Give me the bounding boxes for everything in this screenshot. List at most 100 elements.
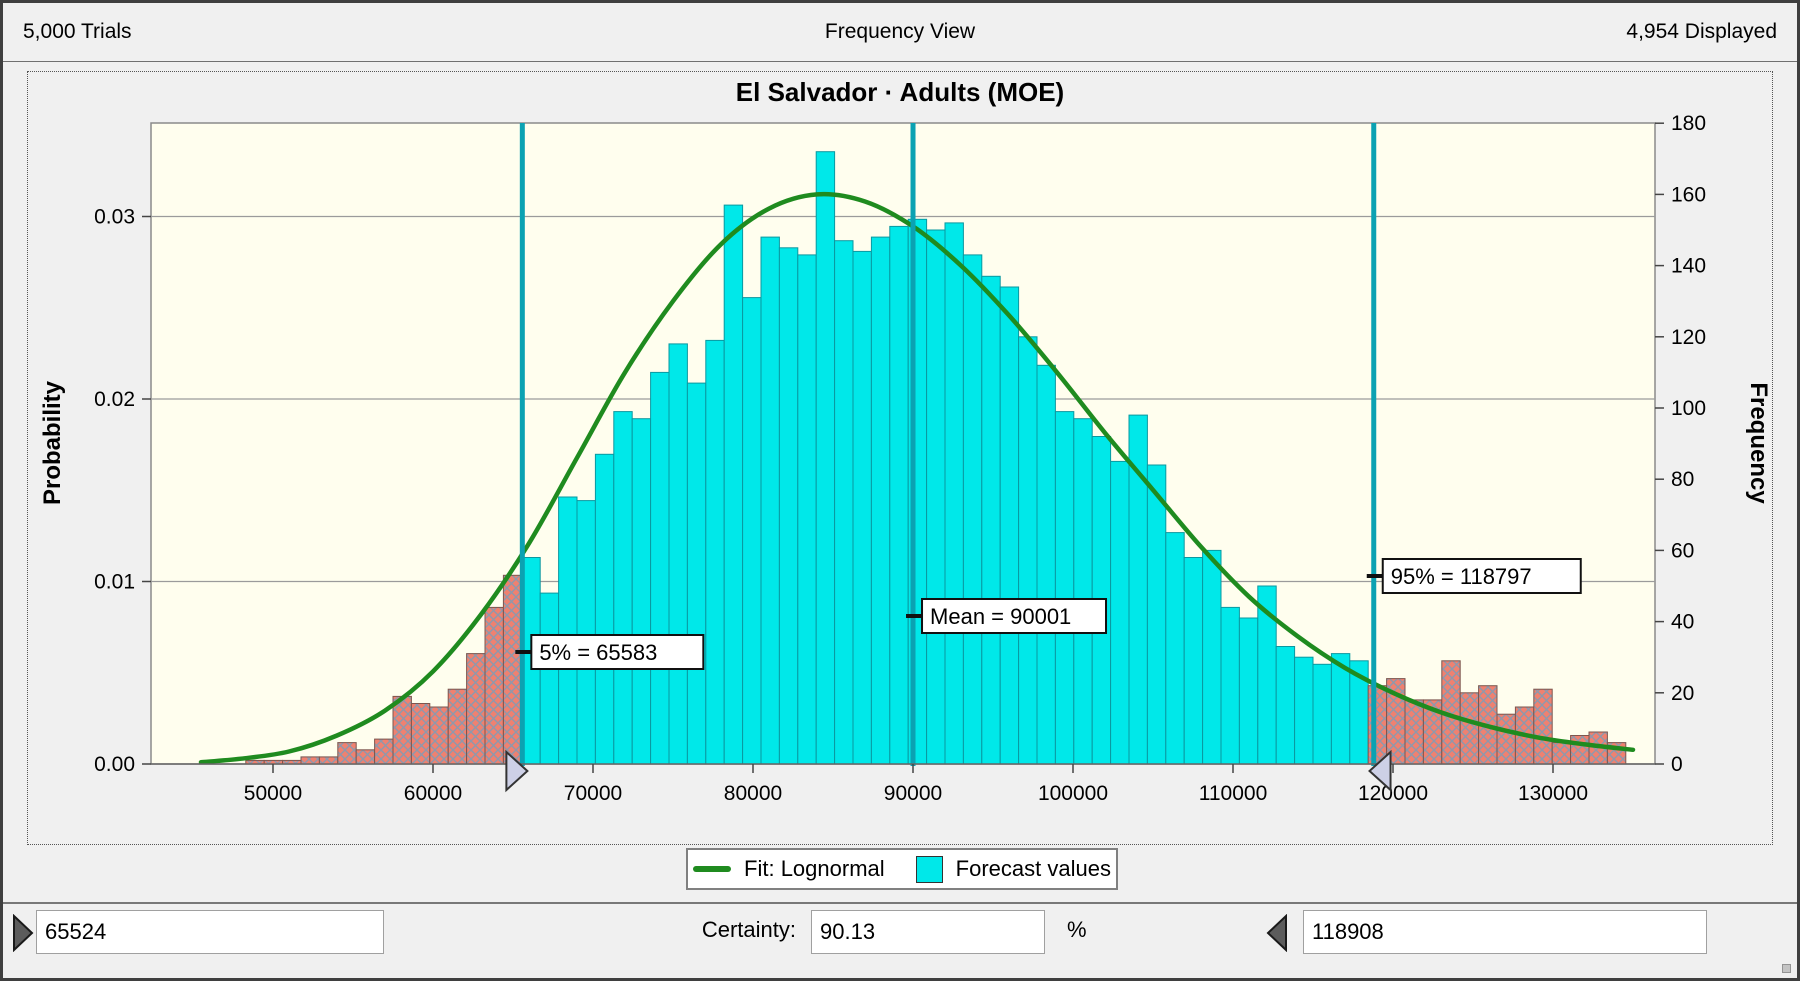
forecast-bar (1275, 646, 1296, 765)
forecast-bar (686, 382, 707, 765)
percent-sign: % (1067, 917, 1087, 942)
forecast-bar (1165, 532, 1185, 765)
tail-bar (502, 574, 523, 765)
x-tick-label: 100000 (1038, 782, 1108, 805)
annotation-box[interactable]: 5% = 65583 (530, 634, 705, 670)
lower-truncation-icon (13, 914, 34, 952)
status-bar: 5,000 Trials Frequency View 4,954 Displa… (3, 3, 1797, 62)
certainty-input[interactable] (811, 910, 1045, 954)
view-name: Frequency View (824, 20, 976, 43)
x-tick-label: 50000 (244, 782, 302, 805)
forecast-bar (797, 254, 817, 765)
prob-tick-label: 0.00 (94, 753, 135, 776)
tail-bar (1551, 742, 1572, 765)
fit-legend-label: Fit: Lognormal (744, 856, 885, 881)
prob-tick-label: 0.01 (94, 571, 135, 594)
forecast-bar (1312, 663, 1332, 765)
certainty-label: Certainty: (701, 917, 796, 942)
prob-tick-label: 0.03 (94, 206, 135, 229)
panel-divider (3, 902, 1797, 904)
freq-tick-label: 40 (1671, 611, 1694, 634)
forecast-bar (558, 496, 578, 765)
x-tick-label: 80000 (724, 782, 782, 805)
freq-tick-label: 100 (1671, 397, 1706, 420)
forecast-bar (723, 204, 744, 765)
forecast-bar (889, 225, 909, 765)
fit-curve (198, 191, 1636, 765)
forecast-bar (815, 151, 836, 765)
svg-text:95% = 118797: 95% = 118797 (1391, 564, 1532, 589)
svg-text:Mean = 90001: Mean = 90001 (930, 604, 1071, 629)
freq-tick-label: 120 (1671, 326, 1706, 349)
annotation-box[interactable]: 95% = 118797 (1381, 558, 1582, 594)
forecast-bar (1238, 617, 1259, 765)
forecast-bar (705, 339, 725, 765)
tail-bar (1496, 713, 1516, 765)
freq-tick-label: 140 (1671, 255, 1706, 278)
forecast-bar (760, 236, 780, 765)
forecast-bar (1018, 336, 1038, 765)
forecast-bar (1183, 557, 1204, 765)
forecast-bar (999, 286, 1020, 765)
lower-range-grabber[interactable] (505, 749, 529, 793)
chart-title: El Salvador · Adults (MOE) (735, 77, 1065, 107)
displayed-count: 4,954 Displayed (1626, 20, 1778, 43)
forecast-bar (944, 222, 964, 765)
forecast-bar (834, 240, 854, 765)
forecast-bar (594, 453, 615, 765)
forecast-bar (852, 250, 872, 765)
tail-bar (300, 756, 320, 765)
forecast-bar (539, 592, 560, 765)
probability-axis-title: Probability (39, 380, 66, 505)
forecast-bar (1146, 464, 1167, 765)
freq-tick-label: 0 (1671, 753, 1683, 776)
tail-bar (392, 695, 412, 765)
tail-bar (337, 742, 357, 765)
forecast-bar (778, 247, 799, 765)
freq-tick-label: 180 (1671, 112, 1706, 135)
tail-bar (429, 706, 449, 765)
x-tick-label: 110000 (1199, 782, 1268, 805)
tail-bar (484, 606, 504, 765)
trials-count: 5,000 Trials (23, 20, 132, 43)
freq-tick-label: 80 (1671, 468, 1694, 491)
frequency-chart: 5% = 65583 Mean = 90001 95% = 118797 50000 6… (39, 112, 1772, 805)
range-min-input[interactable] (36, 910, 384, 954)
forecast-bar (613, 411, 633, 765)
forecast-bar (1294, 656, 1314, 765)
forecast-bar (1036, 364, 1056, 765)
tail-bar (466, 653, 486, 765)
x-tick-label: 70000 (564, 782, 622, 805)
range-max-input[interactable] (1303, 910, 1707, 954)
forecast-bar (650, 371, 670, 765)
forecast-bar (1220, 606, 1240, 765)
freq-tick-label: 20 (1671, 682, 1694, 705)
tail-bar (1367, 685, 1388, 765)
forecast-legend-label: Forecast values (955, 856, 1111, 881)
upper-truncation-icon (1266, 914, 1287, 952)
chart-legend: Fit: Lognormal Forecast values (686, 848, 1118, 890)
upper-range-grabber[interactable] (1368, 749, 1392, 793)
forecast-bar (1073, 418, 1093, 765)
tail-bar (374, 738, 394, 765)
resize-grip[interactable] (1782, 964, 1791, 973)
certainty-controls: Certainty: % (3, 904, 1797, 978)
forecast-bar (742, 297, 762, 765)
forecast-bar (870, 236, 891, 765)
frequency-axis-title: Frequency (1745, 382, 1772, 504)
tail-bar (1459, 692, 1480, 765)
annotation-box[interactable]: Mean = 90001 (921, 598, 1108, 634)
forecast-swatch (915, 855, 943, 883)
forecast-bar (1202, 549, 1222, 765)
tail-bar (355, 749, 376, 765)
x-tick-label: 130000 (1518, 782, 1588, 805)
forecast-bar (981, 275, 1001, 765)
tail-bar (1570, 735, 1590, 765)
forecast-bar (926, 229, 946, 765)
forecast-bar (631, 418, 652, 765)
tail-bar (1404, 699, 1424, 765)
forecast-bar (962, 254, 983, 765)
x-tick-label: 120000 (1358, 782, 1428, 805)
freq-tick-label: 60 (1671, 539, 1694, 562)
freq-tick-label: 160 (1671, 183, 1706, 206)
